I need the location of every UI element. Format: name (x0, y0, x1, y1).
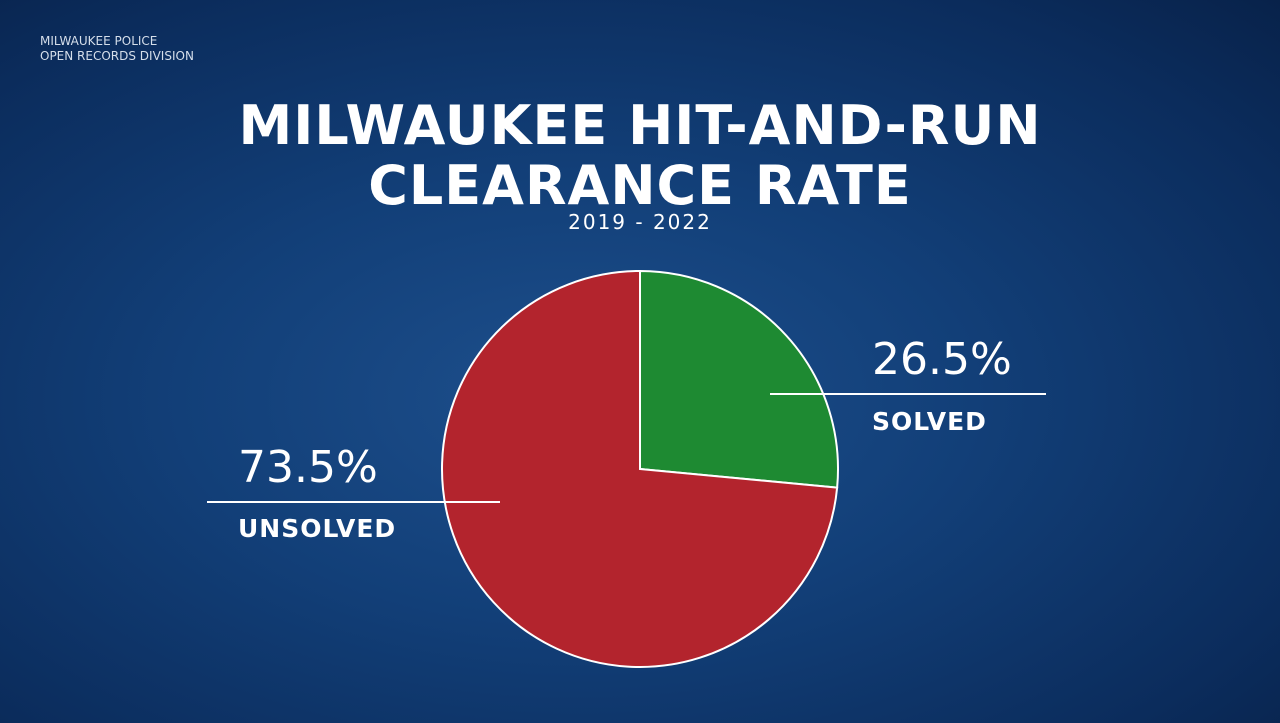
source: MILWAUKEE POLICE OPEN RECORDS DIVISION (40, 34, 194, 64)
category-label: UNSOLVED (238, 514, 396, 543)
value-label: 26.5% (872, 334, 1012, 385)
source-line: OPEN RECORDS DIVISION (40, 49, 194, 63)
chart-subtitle: 2019 - 2022 (568, 210, 712, 234)
value-label: 73.5% (238, 442, 378, 493)
chart-title: MILWAUKEE HIT-AND-RUN CLEARANCE RATE (238, 94, 1042, 217)
pie-slice (639, 269, 839, 489)
pie-slice (441, 269, 839, 668)
source-line: MILWAUKEE POLICE (40, 34, 158, 48)
category-label: SOLVED (872, 407, 987, 436)
